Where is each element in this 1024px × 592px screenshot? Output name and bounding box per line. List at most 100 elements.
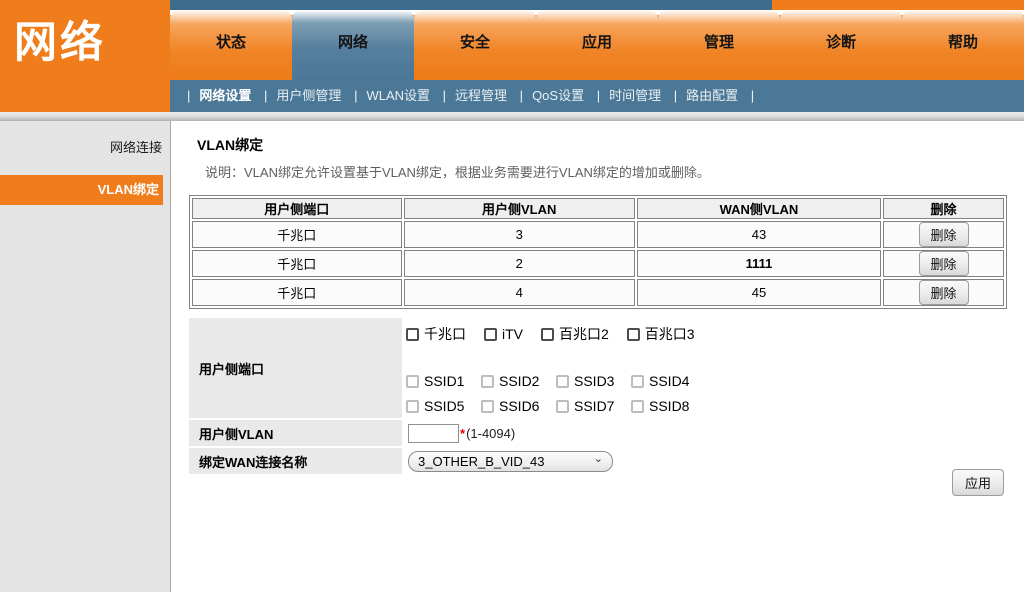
subnav-separator: |	[596, 88, 601, 103]
checkbox-box[interactable]	[556, 374, 569, 388]
wan-connection-select[interactable]: 3_OTHER_B_VID_43 ⌄	[408, 450, 613, 472]
subnav-item-lan-management[interactable]: 用户侧管理	[276, 88, 342, 103]
form-row-ports: 用户侧端口 千兆口 iTV 百兆口2 百兆口3 SSID1 SSID2 SSID…	[189, 318, 1007, 418]
subnav-item-wlan-settings[interactable]: WLAN设置	[366, 88, 431, 103]
checkbox-label: SSID3	[574, 373, 615, 389]
checkbox-box[interactable]	[481, 374, 494, 388]
checkbox-label: SSID2	[499, 373, 540, 389]
ssid-checkbox-row-2: SSID5 SSID6 SSID7 SSID8	[406, 398, 1007, 414]
checkbox-box[interactable]	[484, 327, 497, 341]
checkbox-box[interactable]	[406, 399, 419, 413]
subnav-separator: |	[187, 88, 191, 103]
checkbox-ssid4[interactable]: SSID4	[631, 373, 706, 389]
checkbox-ssid3[interactable]: SSID3	[556, 373, 631, 389]
table-row: 千兆口 4 45 删除	[192, 279, 1004, 306]
tab-application[interactable]: 应用	[536, 10, 658, 80]
checkbox-ssid6[interactable]: SSID6	[481, 398, 556, 414]
subnav-separator: |	[354, 88, 358, 103]
vlan-label: 用户侧VLAN	[189, 420, 402, 446]
checkbox-box[interactable]	[406, 374, 419, 388]
top-strip-blue	[170, 0, 772, 10]
required-asterisk: *	[460, 425, 466, 441]
checkbox-100m-port3[interactable]: 百兆口3	[626, 324, 695, 344]
sidebar-item-network-connection[interactable]: 网络连接	[109, 140, 162, 155]
checkbox-label: 百兆口2	[559, 326, 609, 342]
cell-delete: 删除	[883, 221, 1004, 248]
checkbox-100m-port2[interactable]: 百兆口2	[541, 324, 609, 344]
tab-help[interactable]: 帮助	[902, 10, 1024, 80]
vlan-id-input[interactable]	[408, 423, 459, 443]
table-row: 千兆口 2 1111 删除	[192, 250, 1004, 277]
checkbox-box[interactable]	[631, 374, 644, 388]
checkbox-ssid1[interactable]: SSID1	[406, 373, 481, 389]
subnav-separator: |	[750, 88, 755, 103]
subnav-item-remote-management[interactable]: 远程管理	[455, 88, 508, 103]
form-row-vlan: 用户侧VLAN * (1-4094)	[189, 420, 1007, 446]
subnav-item-time-management[interactable]: 时间管理	[609, 88, 662, 103]
subnav-item-network-settings[interactable]: 网络设置	[199, 88, 252, 103]
cell-port: 千兆口	[192, 221, 402, 248]
checkbox-box[interactable]	[481, 399, 494, 413]
subnav-separator: |	[442, 88, 447, 103]
checkbox-label: SSID8	[649, 398, 690, 414]
wan-connection-selected-value: 3_OTHER_B_VID_43	[418, 453, 545, 469]
cell-user-vlan: 2	[403, 250, 635, 277]
port-checkbox-row: 千兆口 iTV 百兆口2 百兆口3	[406, 324, 1007, 344]
delete-button[interactable]: 删除	[918, 251, 969, 276]
tab-diagnosis[interactable]: 诊断	[780, 10, 902, 80]
wan-connection-label: 绑定WAN连接名称	[189, 448, 402, 474]
sidebar-item-vlan-binding[interactable]: VLAN绑定	[0, 175, 163, 205]
tab-security[interactable]: 安全	[414, 10, 536, 80]
ports-label: 用户侧端口	[189, 318, 402, 418]
cell-wan-vlan: 45	[636, 279, 882, 306]
checkbox-label: 百兆口3	[644, 326, 695, 342]
sub-navbar: | 网络设置 | 用户侧管理 | WLAN设置 | 远程管理 | QoS设置 | 时间管理 …	[170, 80, 1024, 112]
main-tabbar: 状态 网络 安全 应用 管理 诊断 帮助	[170, 10, 1024, 80]
table-row: 千兆口 3 43 删除	[192, 221, 1004, 248]
checkbox-label: SSID6	[499, 398, 540, 414]
checkbox-ssid5[interactable]: SSID5	[406, 398, 481, 414]
subnav-item-qos-settings[interactable]: QoS设置	[532, 88, 585, 103]
checkbox-box[interactable]	[556, 399, 569, 413]
checkbox-box[interactable]	[626, 327, 640, 341]
vlan-range-hint: (1-4094)	[466, 425, 516, 441]
cell-port: 千兆口	[192, 250, 402, 277]
header-shadow	[0, 112, 1024, 121]
chevron-down-icon: ⌄	[593, 453, 603, 465]
subnav-item-route-config[interactable]: 路由配置	[686, 88, 739, 103]
checkbox-label: iTV	[502, 326, 523, 342]
checkbox-ssid2[interactable]: SSID2	[481, 373, 556, 389]
checkbox-itv[interactable]: iTV	[484, 326, 523, 342]
section-title: 网络	[0, 0, 170, 112]
tab-network[interactable]: 网络	[292, 10, 414, 80]
column-header-wan-vlan: WAN侧VLAN	[636, 198, 882, 219]
content-panel: VLAN绑定 说明：VLAN绑定允许设置基于VLAN绑定，根据业务需要进行VLA…	[172, 121, 1024, 592]
subnav-separator: |	[264, 88, 268, 103]
delete-button[interactable]: 删除	[918, 280, 969, 305]
cell-delete: 删除	[883, 250, 1004, 277]
checkbox-box[interactable]	[541, 327, 554, 341]
checkbox-box[interactable]	[406, 327, 419, 341]
table-header-row: 用户侧端口 用户侧VLAN WAN侧VLAN 删除	[192, 198, 1004, 219]
tab-status[interactable]: 状态	[170, 10, 292, 80]
checkbox-ssid8[interactable]: SSID8	[631, 398, 706, 414]
checkbox-label: SSID4	[649, 373, 690, 389]
checkbox-gigabit-port[interactable]: 千兆口	[406, 324, 466, 344]
subnav-separator: |	[519, 88, 524, 103]
sidebar: 网络连接 VLAN绑定	[0, 121, 171, 592]
checkbox-ssid7[interactable]: SSID7	[556, 398, 631, 414]
checkbox-box[interactable]	[631, 399, 644, 413]
checkbox-label: SSID1	[424, 373, 465, 389]
checkbox-label: 千兆口	[424, 326, 466, 342]
tab-management[interactable]: 管理	[658, 10, 780, 80]
checkbox-label: SSID5	[424, 398, 465, 414]
delete-button[interactable]: 删除	[918, 222, 969, 247]
vlan-binding-form: 用户侧端口 千兆口 iTV 百兆口2 百兆口3 SSID1 SSID2 SSID…	[189, 318, 1007, 474]
cell-wan-vlan: 43	[636, 221, 882, 248]
column-header-user-vlan: 用户侧VLAN	[403, 198, 635, 219]
checkbox-label: SSID7	[574, 398, 615, 414]
apply-button[interactable]: 应用	[951, 469, 1004, 496]
column-header-delete: 删除	[883, 198, 1004, 219]
cell-delete: 删除	[883, 279, 1004, 306]
